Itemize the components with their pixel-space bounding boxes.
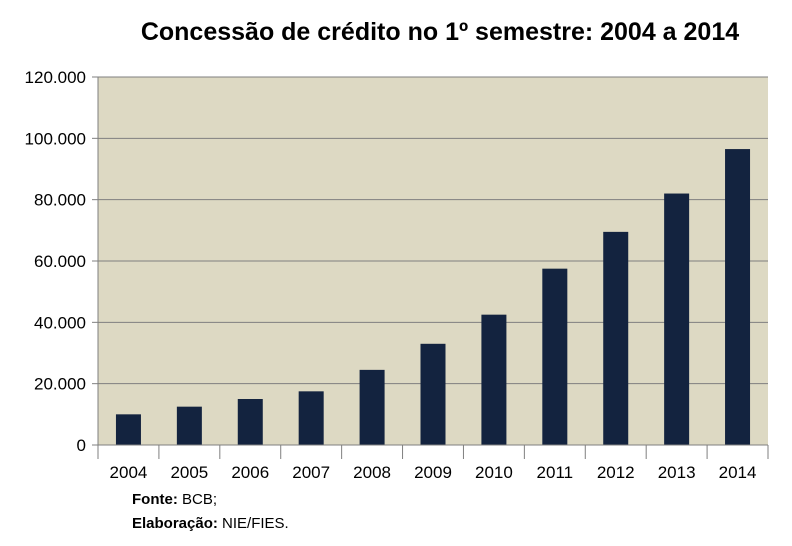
y-tick-label: 20.000	[34, 375, 86, 394]
y-tick-label: 0	[77, 436, 86, 455]
fonte-value: BCB;	[182, 491, 218, 508]
bar-2009	[420, 343, 446, 445]
fonte-label: Fonte:	[132, 491, 178, 508]
x-tick-labels: 2004 2005 2006 2007 2008 2009 2010 2011 2012 2013…	[110, 463, 757, 482]
source-note: Fonte: BCB; Elaboração: NIE/FIES.	[132, 488, 289, 536]
y-tick-label: 40.000	[34, 313, 86, 332]
bar-2004	[115, 414, 141, 445]
bar-2013	[664, 193, 690, 445]
x-tick-label: 2005	[170, 463, 208, 482]
x-tick-label: 2012	[597, 463, 635, 482]
x-tick-label: 2014	[719, 463, 757, 482]
bar-2014	[725, 149, 751, 446]
x-tick-label: 2011	[537, 463, 574, 482]
y-tick-label: 60.000	[34, 252, 86, 271]
elaboration-line: Elaboração: NIE/FIES.	[132, 512, 289, 536]
source-line: Fonte: BCB;	[132, 488, 289, 512]
bar-2005	[176, 406, 202, 445]
bar-2012	[603, 231, 629, 445]
x-tick-label: 2010	[475, 463, 513, 482]
elaboracao-label: Elaboração:	[132, 515, 218, 532]
x-tick-label: 2009	[414, 463, 452, 482]
bar-2011	[542, 268, 568, 445]
x-tick-label: 2013	[658, 463, 696, 482]
bars	[115, 149, 751, 446]
bar-2007	[298, 391, 324, 445]
y-tick-label: 80.000	[34, 191, 86, 210]
axes	[97, 77, 769, 459]
x-tick-label: 2008	[353, 463, 391, 482]
y-tick-labels: 0 20.000 40.000 60.000 80.000 100.000 120.000	[25, 68, 86, 455]
bar-2006	[237, 399, 263, 445]
x-tick-label: 2007	[292, 463, 330, 482]
y-tick-label: 100.000	[25, 129, 86, 148]
x-tick-label: 2004	[110, 463, 148, 482]
bar-2010	[481, 314, 507, 445]
chart-title: Concessão de crédito no 1º semestre: 200…	[140, 18, 740, 46]
bar-2008	[359, 369, 385, 445]
elaboracao-value: NIE/FIES.	[222, 515, 289, 532]
gridlines	[92, 76, 768, 446]
y-tick-label: 120.000	[25, 68, 86, 87]
x-tick-label: 2006	[231, 463, 269, 482]
